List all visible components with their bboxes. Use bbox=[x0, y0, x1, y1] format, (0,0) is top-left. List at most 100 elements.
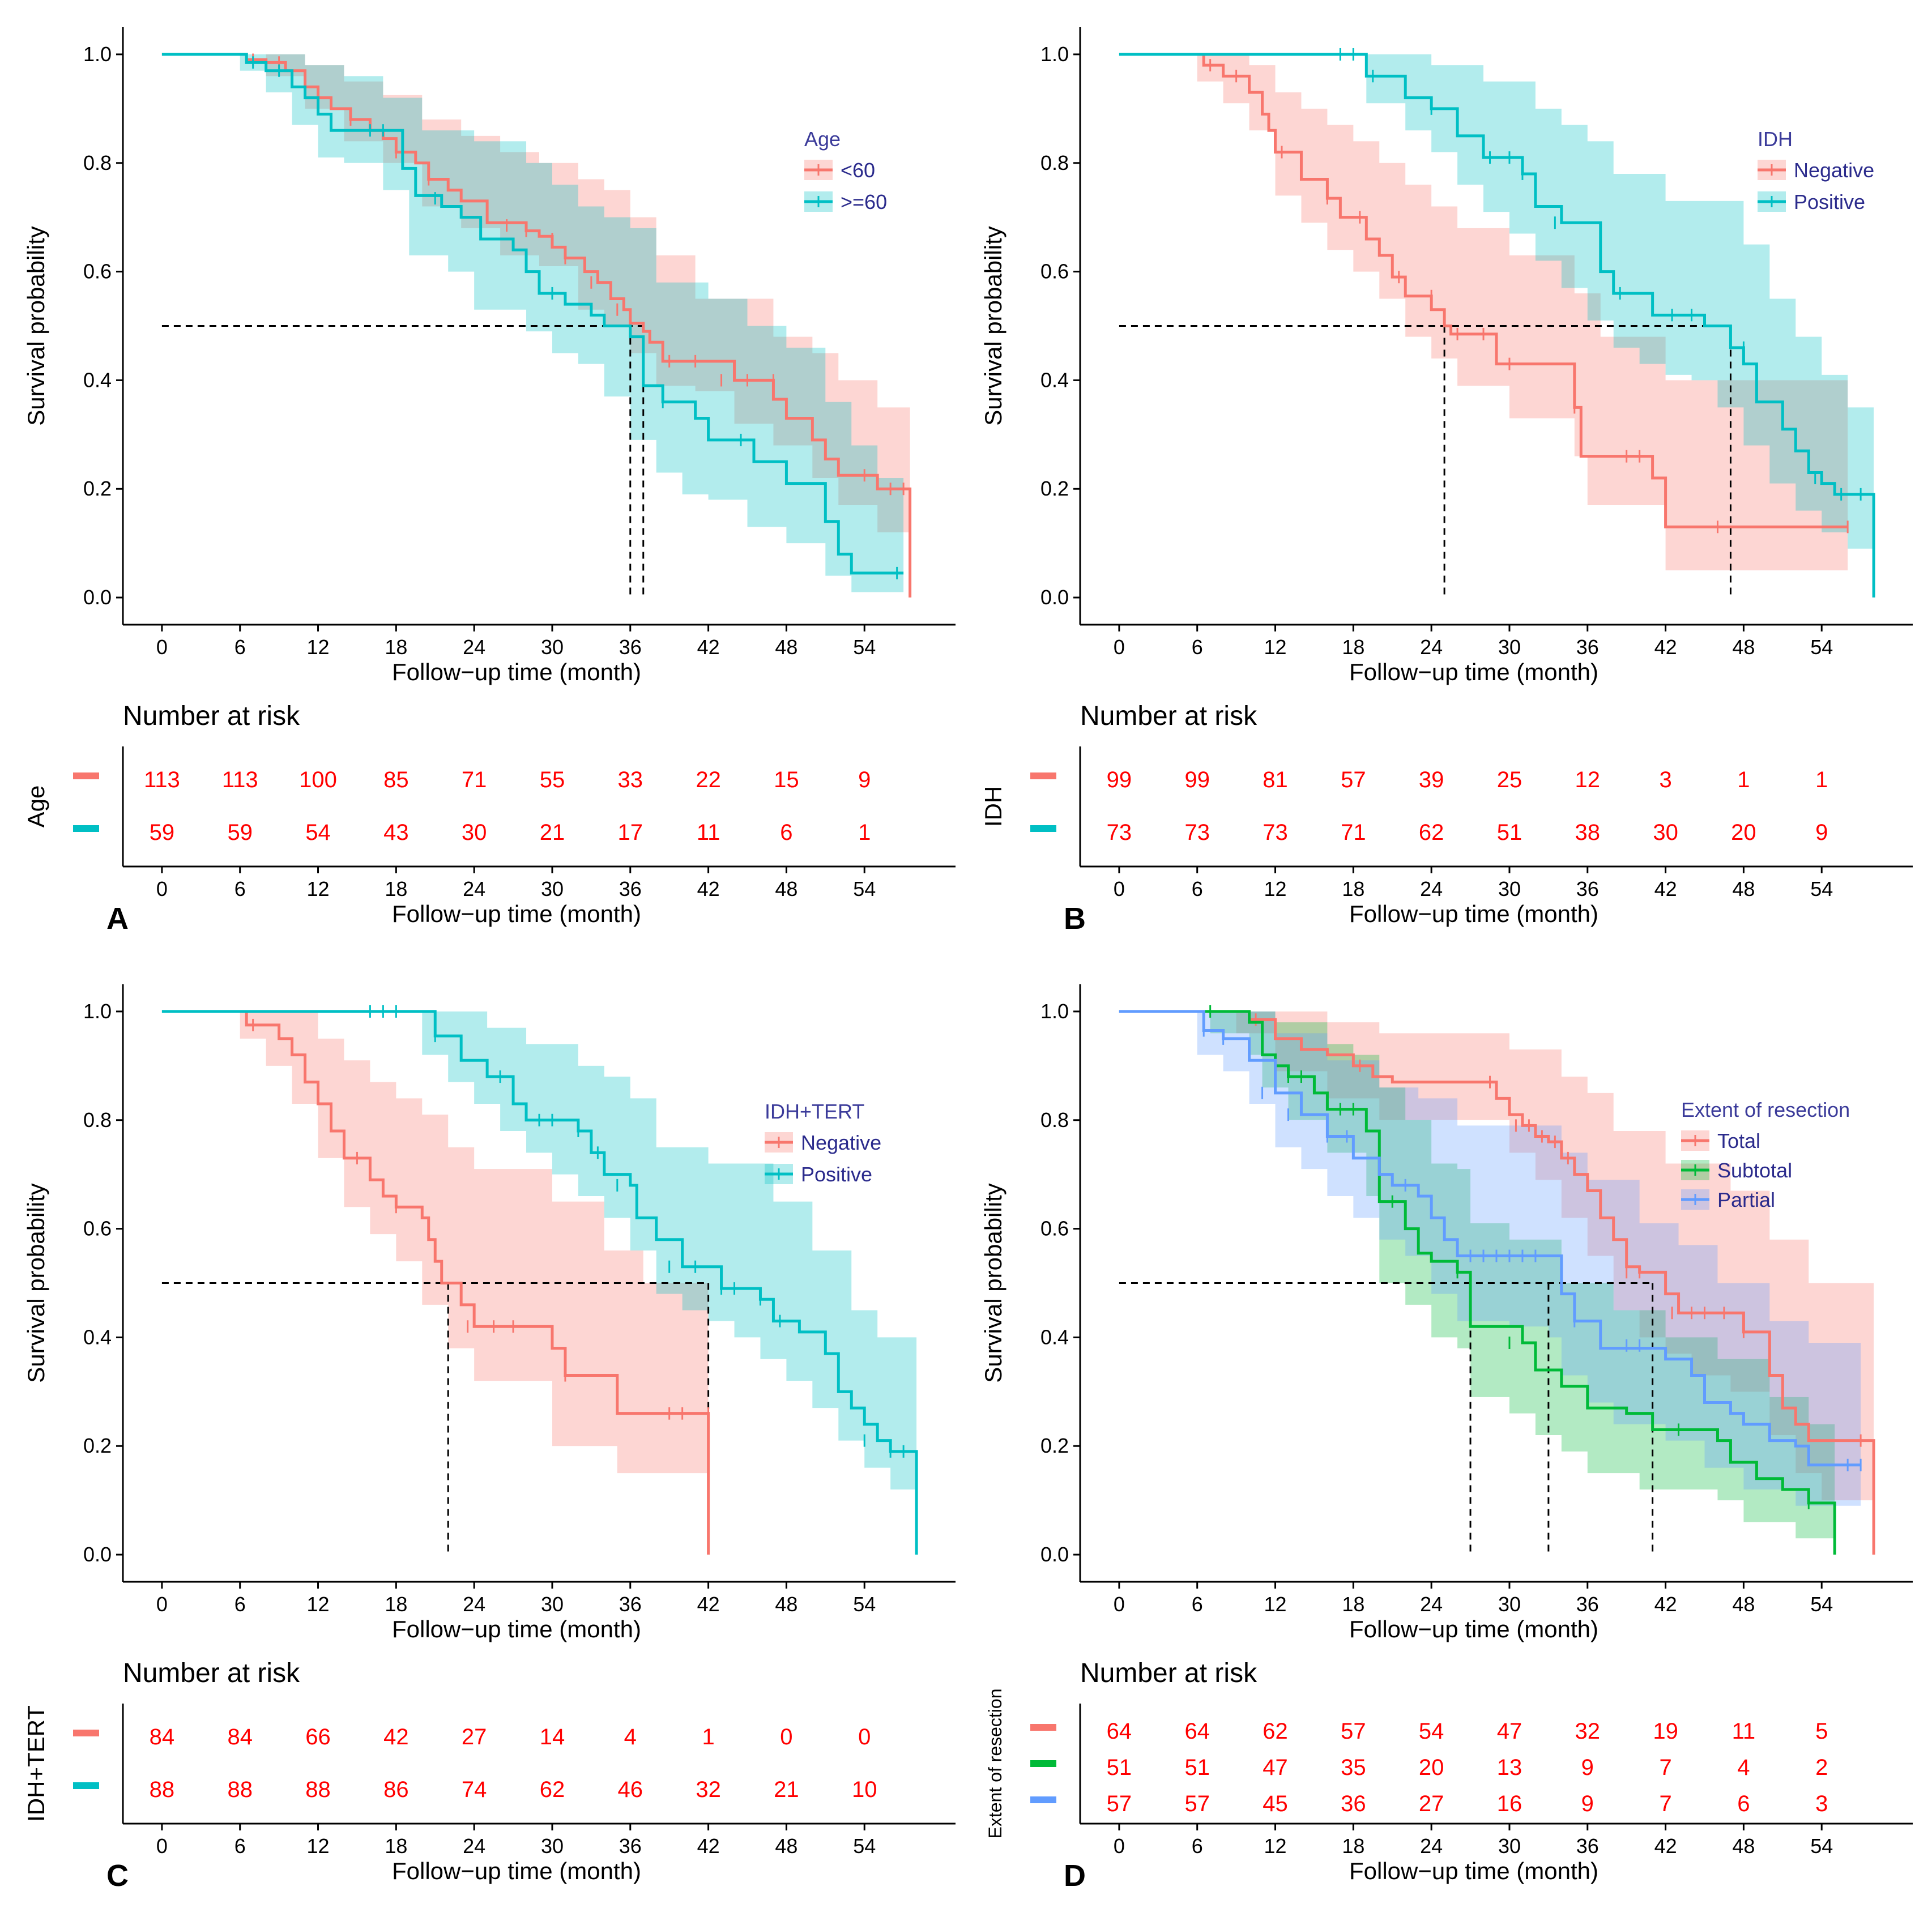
risk-x-tick-label: 24 bbox=[1420, 877, 1443, 900]
x-tick-label: 36 bbox=[1576, 635, 1599, 659]
risk-count: 71 bbox=[1341, 820, 1366, 845]
risk-x-axis-title: Follow−up time (month) bbox=[1349, 1858, 1598, 1884]
panel-label: B bbox=[1064, 902, 1086, 936]
risk-row-color-key bbox=[1030, 1796, 1056, 1803]
x-axis-title: Follow−up time (month) bbox=[1349, 1616, 1598, 1642]
km-panel-c: 0 6 12 18 24 30 36 42 48 54 0.0 0.2 0.4 0.6 0.8 1.0 Foll… bbox=[23, 984, 956, 1893]
y-tick-label: 0.8 bbox=[1040, 1108, 1069, 1132]
ci-band-1 bbox=[1119, 54, 1848, 571]
risk-count: 9 bbox=[1815, 820, 1828, 845]
risk-count: 38 bbox=[1575, 820, 1601, 845]
x-tick-label: 48 bbox=[1732, 635, 1755, 659]
risk-count: 86 bbox=[383, 1777, 409, 1802]
risk-x-tick-label: 0 bbox=[1114, 877, 1125, 900]
x-tick-label: 0 bbox=[156, 635, 168, 659]
risk-count: 9 bbox=[1581, 1755, 1594, 1780]
risk-x-tick-label: 54 bbox=[1810, 877, 1833, 900]
legend-label: Partial bbox=[1717, 1188, 1775, 1211]
risk-x-tick-label: 0 bbox=[156, 877, 168, 900]
x-tick-label: 24 bbox=[1420, 635, 1443, 659]
y-tick-label: 0.0 bbox=[83, 1543, 112, 1566]
risk-x-tick-label: 18 bbox=[1342, 877, 1364, 900]
km-panel-b: 0 6 12 18 24 30 36 42 48 540.00.20.40.60.81.0Foll… bbox=[980, 27, 1913, 936]
risk-count: 54 bbox=[1419, 1719, 1444, 1744]
risk-x-axis-title: Follow−up time (month) bbox=[392, 1858, 641, 1884]
legend: Extent of resection Total Subtotal Partial bbox=[1681, 1098, 1850, 1211]
risk-count: 71 bbox=[462, 767, 487, 792]
survival-curve-1 bbox=[161, 53, 912, 598]
risk-x-tick-label: 30 bbox=[541, 877, 564, 900]
x-tick-label: 36 bbox=[619, 635, 642, 659]
risk-x-tick-label: 12 bbox=[1264, 1834, 1287, 1858]
risk-x-tick-label: 30 bbox=[541, 1834, 564, 1858]
risk-count: 4 bbox=[624, 1725, 637, 1749]
risk-x-tick-label: 54 bbox=[853, 1834, 876, 1858]
risk-x-tick-label: 6 bbox=[234, 1834, 246, 1858]
y-tick-label: 0.8 bbox=[1040, 151, 1069, 174]
x-tick-label: 12 bbox=[307, 635, 330, 659]
risk-count: 12 bbox=[1575, 767, 1601, 792]
legend-title: IDH bbox=[1758, 127, 1793, 151]
risk-count: 43 bbox=[383, 820, 409, 845]
risk-row-color-key bbox=[73, 825, 99, 832]
risk-count: 66 bbox=[305, 1725, 331, 1749]
risk-count: 46 bbox=[618, 1777, 643, 1802]
x-tick-label: 18 bbox=[385, 1593, 407, 1616]
risk-count: 100 bbox=[299, 767, 337, 792]
risk-row-color-key bbox=[73, 1730, 99, 1736]
legend-title: Age bbox=[804, 127, 841, 151]
risk-count: 62 bbox=[1263, 1719, 1288, 1744]
risk-x-tick-label: 36 bbox=[1576, 877, 1599, 900]
risk-count: 9 bbox=[858, 767, 871, 792]
risk-count: 36 bbox=[1341, 1791, 1366, 1816]
y-tick-label: 1.0 bbox=[83, 42, 112, 66]
risk-count: 64 bbox=[1107, 1719, 1132, 1744]
risk-count: 1 bbox=[1737, 767, 1750, 792]
risk-x-tick-label: 48 bbox=[1732, 1834, 1755, 1858]
risk-count: 73 bbox=[1263, 820, 1288, 845]
risk-x-tick-label: 30 bbox=[1498, 1834, 1521, 1858]
risk-x-tick-label: 36 bbox=[619, 877, 642, 900]
x-tick-label: 0 bbox=[156, 1593, 168, 1616]
risk-count: 0 bbox=[858, 1725, 871, 1749]
risk-table-title: Number at risk bbox=[123, 1658, 300, 1688]
risk-count: 57 bbox=[1341, 1719, 1366, 1744]
survival-curve-2 bbox=[161, 53, 904, 575]
risk-count: 22 bbox=[696, 767, 721, 792]
risk-table-title: Number at risk bbox=[1080, 701, 1257, 731]
risk-count: 5 bbox=[1815, 1719, 1828, 1744]
x-tick-label: 0 bbox=[1114, 1593, 1125, 1616]
y-tick-label: 0.4 bbox=[1040, 368, 1069, 391]
legend-label: Negative bbox=[1794, 159, 1874, 182]
risk-x-tick-label: 54 bbox=[1810, 1834, 1833, 1858]
risk-count: 45 bbox=[1263, 1791, 1288, 1816]
risk-x-tick-label: 12 bbox=[307, 1834, 330, 1858]
risk-count: 88 bbox=[305, 1777, 331, 1802]
ci-band-3 bbox=[1119, 1011, 1861, 1517]
y-tick-label: 0.4 bbox=[83, 368, 112, 391]
risk-x-tick-label: 42 bbox=[1654, 1834, 1677, 1858]
y-tick-label: 1.0 bbox=[1040, 1000, 1069, 1023]
risk-count: 88 bbox=[150, 1777, 175, 1802]
risk-row-color-key bbox=[1030, 1724, 1056, 1731]
risk-x-tick-label: 36 bbox=[1576, 1834, 1599, 1858]
x-tick-label: 18 bbox=[385, 635, 407, 659]
risk-count: 42 bbox=[383, 1725, 409, 1749]
risk-x-tick-label: 18 bbox=[1342, 1834, 1364, 1858]
survival-curve-1 bbox=[1119, 1010, 1875, 1555]
x-axis-title: Follow−up time (month) bbox=[392, 659, 641, 685]
risk-count: 1 bbox=[1815, 767, 1828, 792]
risk-count: 19 bbox=[1653, 1719, 1678, 1744]
x-tick-label: 0 bbox=[1114, 635, 1125, 659]
risk-count: 11 bbox=[697, 820, 720, 845]
risk-x-tick-label: 48 bbox=[775, 1834, 797, 1858]
survival-curve-2 bbox=[1119, 53, 1875, 598]
risk-count: 59 bbox=[150, 820, 175, 845]
risk-count: 0 bbox=[780, 1725, 792, 1749]
risk-x-tick-label: 48 bbox=[775, 877, 797, 900]
x-tick-label: 48 bbox=[1732, 1593, 1755, 1616]
survival-curve-1 bbox=[1119, 53, 1848, 528]
x-tick-label: 6 bbox=[1192, 1593, 1203, 1616]
risk-count: 51 bbox=[1497, 820, 1522, 845]
